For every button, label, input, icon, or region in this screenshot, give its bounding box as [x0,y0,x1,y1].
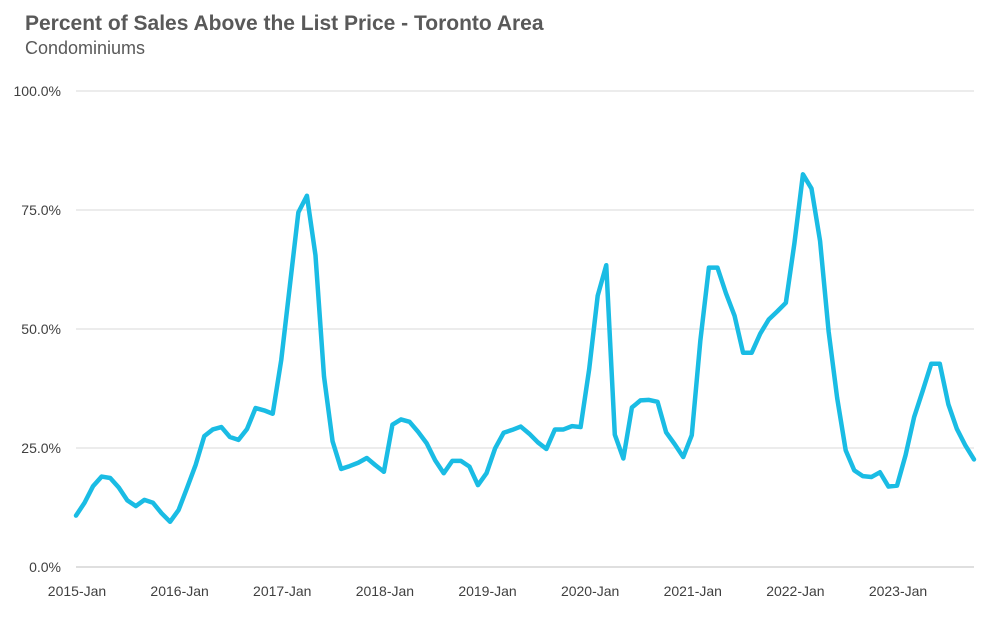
chart-title: Percent of Sales Above the List Price - … [25,12,544,35]
x-tick-label: 2016-Jan [150,583,208,599]
y-tick-label: 100.0% [14,83,61,99]
x-tick-label: 2021-Jan [664,583,722,599]
x-tick-label: 2023-Jan [869,583,927,599]
x-tick-label: 2022-Jan [766,583,824,599]
gridlines [76,90,974,568]
y-tick-label: 50.0% [21,321,61,337]
x-tick-label: 2015-Jan [48,583,106,599]
x-tick-label: 2018-Jan [356,583,414,599]
y-axis-ticks: 0.0% 25.0% 50.0% 75.0% 100.0% [14,83,61,575]
x-axis-ticks: 2015-Jan 2016-Jan 2017-Jan 2018-Jan 2019-Jan… [48,583,927,599]
y-tick-label: 25.0% [21,440,61,456]
series-lines [73,172,977,525]
x-tick-label: 2017-Jan [253,583,311,599]
x-tick-label: 2020-Jan [561,583,619,599]
chart-subtitle: Condominiums [25,38,146,58]
y-tick-label: 75.0% [21,202,61,218]
series-line-0 [73,172,977,525]
x-tick-label: 2019-Jan [458,583,516,599]
y-tick-label: 0.0% [29,559,61,575]
